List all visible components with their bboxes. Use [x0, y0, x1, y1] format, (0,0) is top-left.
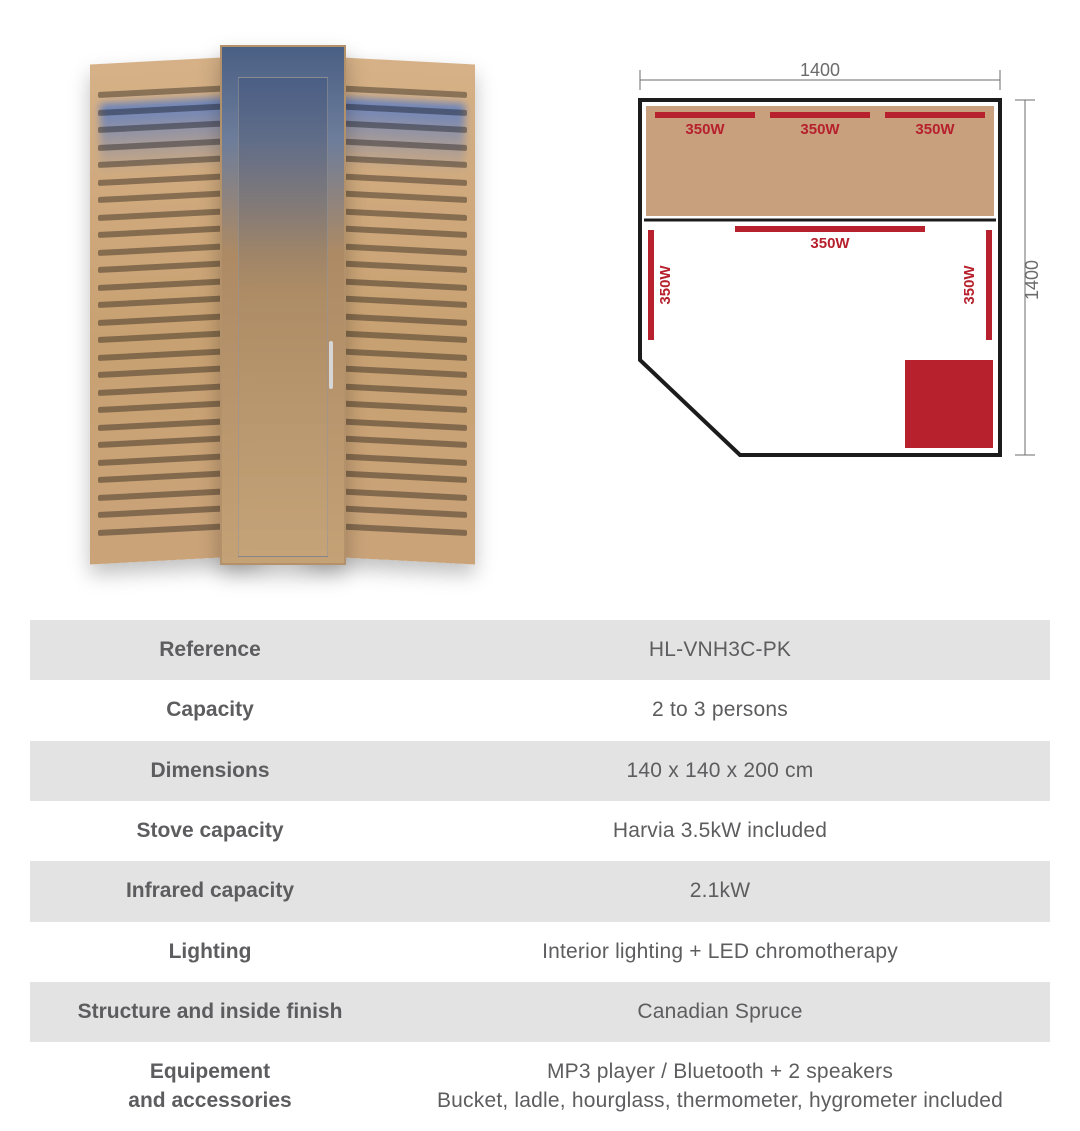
heater-bar-mid: [735, 226, 925, 232]
spec-label: Lighting: [30, 922, 390, 982]
spec-value: Harvia 3.5kW included: [390, 801, 1050, 861]
heater-bar-top-3: [885, 112, 985, 118]
spec-label: Infrared capacity: [30, 861, 390, 921]
sauna-cabin: [90, 25, 475, 570]
spec-value: HL-VNH3C-PK: [390, 620, 1050, 680]
spec-value: Canadian Spruce: [390, 982, 1050, 1042]
heater-bar-top-1: [655, 112, 755, 118]
heater-label-mid: 350W: [810, 235, 850, 252]
cabin-front: [220, 45, 346, 565]
spec-value: 2.1kW: [390, 861, 1050, 921]
spec-label: Capacity: [30, 680, 390, 740]
floor-plan-diagram: 1400 1400 350W 350W 350W 350W 350W 350W: [600, 60, 1040, 490]
stove-block: [905, 360, 993, 448]
spec-value: Interior lighting + LED chromotherapy: [390, 922, 1050, 982]
dim-top: 1400: [640, 60, 1000, 90]
glass-door: [238, 77, 328, 557]
heater-label-left: 350W: [657, 265, 674, 305]
heater-label-top-3: 350W: [915, 121, 955, 138]
heater-bar-left: [648, 230, 654, 340]
heater-bar-top-2: [770, 112, 870, 118]
heater-label-top-1: 350W: [685, 121, 725, 138]
spec-label: Stove capacity: [30, 801, 390, 861]
door-handle: [329, 341, 333, 389]
heater-bar-right: [986, 230, 992, 340]
spec-value: 2 to 3 persons: [390, 680, 1050, 740]
spec-label: Reference: [30, 620, 390, 680]
spec-value: MP3 player / Bluetooth + 2 speakersBucke…: [390, 1042, 1050, 1131]
heater-label-right: 350W: [961, 265, 978, 305]
dim-height-label: 1400: [1022, 260, 1040, 300]
spec-label: Dimensions: [30, 741, 390, 801]
spec-label: Structure and inside finish: [30, 982, 390, 1042]
spec-label: Equipementand accessories: [30, 1042, 390, 1131]
heater-label-top-2: 350W: [800, 121, 840, 138]
spec-table: ReferenceHL-VNH3C-PKCapacity2 to 3 perso…: [30, 620, 1050, 1131]
dim-width-label: 1400: [800, 60, 840, 80]
dim-right: 1400: [1015, 100, 1040, 455]
product-render: [90, 25, 475, 570]
spec-value: 140 x 140 x 200 cm: [390, 741, 1050, 801]
